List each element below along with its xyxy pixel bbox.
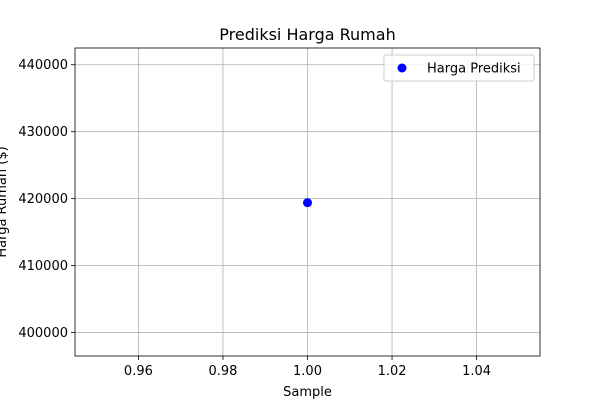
x-tick-label: 1.02 (378, 364, 407, 379)
legend-marker (397, 63, 407, 73)
x-tick-label: 1.00 (293, 364, 322, 379)
data-point (303, 198, 312, 208)
y-tick-label: 420000 (18, 192, 68, 207)
axis-ticks: 0.96 0.98 1.00 1.02 1.04 400000 410000 420000 43… (18, 58, 491, 379)
y-axis-label: Harga Rumah ($) (0, 146, 10, 257)
y-tick-label: 410000 (18, 259, 68, 274)
x-axis-label: Sample (283, 385, 332, 400)
data-points (303, 198, 312, 208)
legend-label: Harga Prediksi (427, 62, 521, 77)
x-tick-label: 0.98 (208, 364, 237, 379)
x-tick-label: 1.04 (462, 364, 491, 379)
x-tick-label: 0.96 (124, 364, 153, 379)
y-tick-label: 430000 (18, 125, 68, 140)
chart-title: Prediksi Harga Rumah (219, 25, 395, 44)
legend-box (383, 54, 535, 82)
y-tick-label: 400000 (18, 326, 68, 341)
legend: Harga Prediksi (383, 54, 535, 82)
y-tick-label: 440000 (18, 58, 68, 73)
